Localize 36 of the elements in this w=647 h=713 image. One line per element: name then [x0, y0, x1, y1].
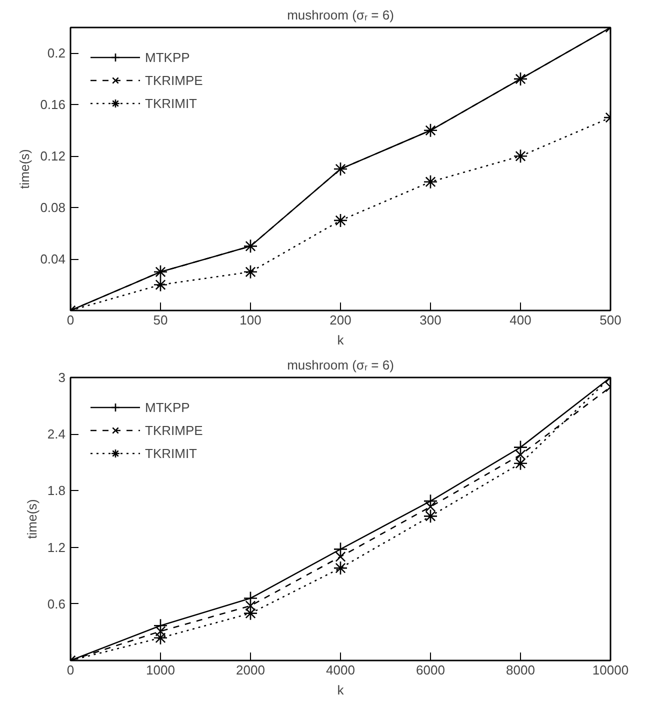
legend-label: TKRIMPE	[145, 72, 203, 88]
chart-title: mushroom (σᵣ = 6)	[287, 8, 394, 22]
chart-title: mushroom (σᵣ = 6)	[287, 358, 394, 372]
y-tick-label: 0.16	[40, 97, 66, 112]
y-axis-title: time(s)	[24, 499, 40, 539]
x-tick-label: 100	[240, 312, 262, 328]
y-tick-label: 0.2	[47, 46, 66, 61]
x-tick-label: 50	[153, 312, 168, 328]
legend-label: MTKPP	[145, 400, 190, 414]
x-axis-title: k	[337, 682, 344, 698]
x-tick-label: 400	[510, 312, 532, 328]
x-tick-label: 2000	[236, 662, 265, 678]
x-tick-label: 8000	[506, 662, 535, 678]
x-tick-label: 6000	[416, 662, 445, 678]
y-tick-label: 1.8	[47, 483, 66, 498]
legend-label: TKRIMIT	[145, 446, 197, 460]
y-tick-label: 1.2	[47, 540, 66, 555]
x-tick-label: 0	[66, 312, 74, 328]
y-tick-label: 2.4	[47, 426, 66, 442]
y-tick-label: 0.12	[40, 148, 66, 164]
x-tick-label: 200	[330, 312, 352, 328]
legend-label: TKRIMPE	[145, 422, 203, 438]
legend-label: TKRIMIT	[145, 96, 197, 110]
x-tick-label: 300	[420, 312, 442, 328]
x-tick-label: 1000	[146, 662, 175, 678]
x-axis-title: k	[337, 332, 344, 348]
y-axis-title: time(s)	[17, 149, 32, 189]
x-tick-label: 4000	[326, 662, 355, 678]
y-tick-label: 3	[58, 370, 66, 385]
y-tick-label: 0.04	[40, 252, 66, 267]
x-tick-label: 500	[600, 312, 622, 328]
y-tick-label: 0.08	[40, 200, 66, 216]
x-tick-label: 10000	[592, 662, 629, 678]
legend-label: MTKPP	[145, 50, 190, 64]
x-tick-label: 0	[66, 662, 74, 678]
y-tick-label: 0.6	[47, 596, 66, 612]
